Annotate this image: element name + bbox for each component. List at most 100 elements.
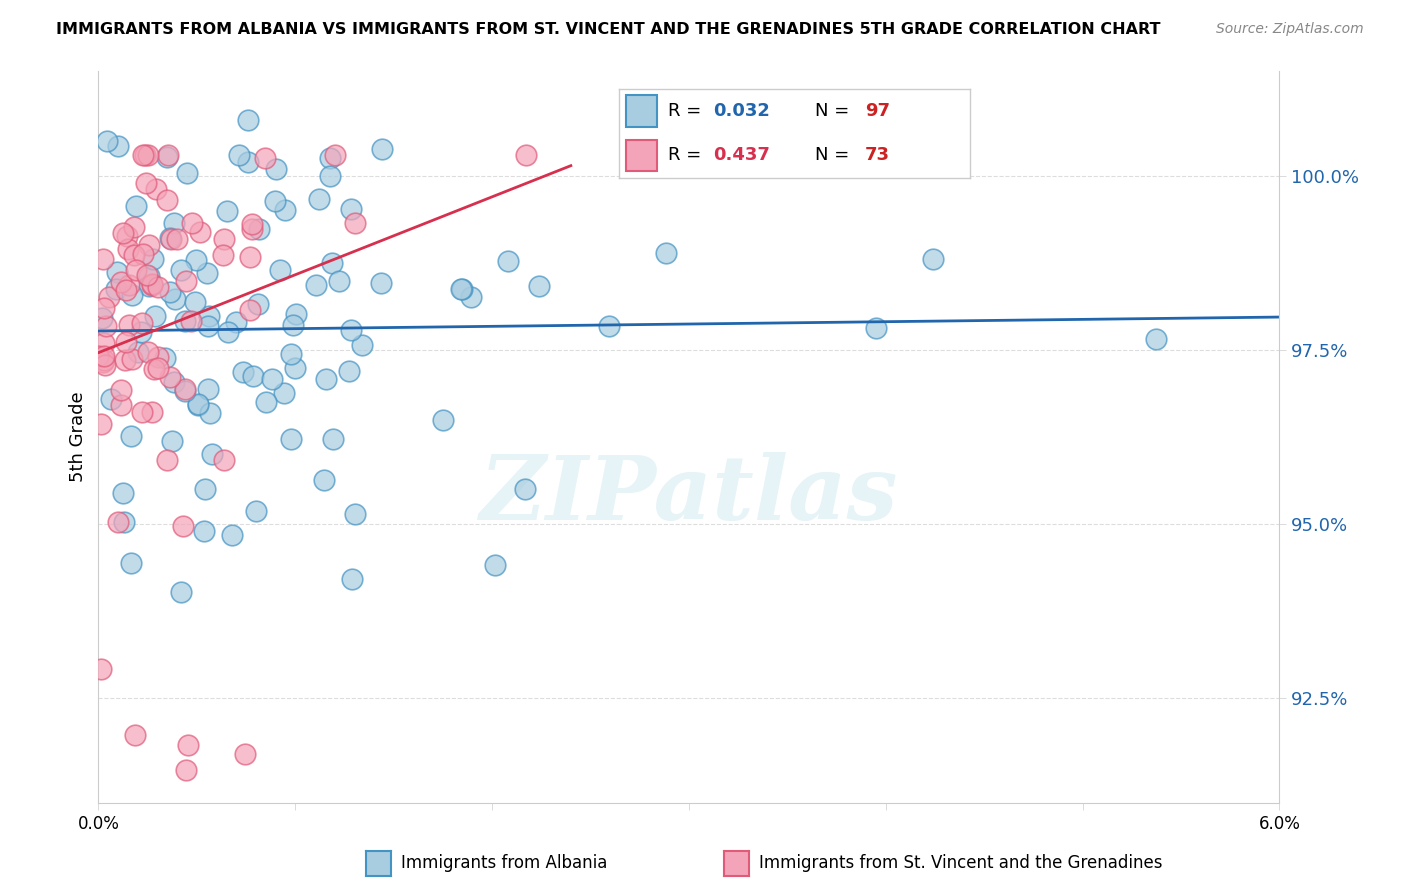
Point xyxy=(110,383,132,397)
Point xyxy=(96,134,118,148)
Point xyxy=(285,307,308,321)
Point xyxy=(107,139,129,153)
Point xyxy=(118,318,141,333)
Point xyxy=(111,486,134,500)
Point xyxy=(460,290,482,304)
Text: 73: 73 xyxy=(865,146,890,164)
Point xyxy=(121,352,143,367)
Text: Immigrants from Albania: Immigrants from Albania xyxy=(401,855,607,872)
Point xyxy=(264,194,287,209)
Point xyxy=(100,392,122,407)
Point xyxy=(93,252,115,266)
Point xyxy=(195,266,218,280)
Point xyxy=(159,285,181,299)
Y-axis label: 5th Grade: 5th Grade xyxy=(69,392,87,483)
Point xyxy=(200,406,222,420)
Point xyxy=(370,276,392,290)
Point xyxy=(122,219,145,234)
Point xyxy=(153,351,176,365)
Point xyxy=(484,558,506,572)
Point xyxy=(91,355,114,369)
Point xyxy=(328,274,350,288)
Point xyxy=(135,268,157,282)
Text: R =: R = xyxy=(668,146,707,164)
Point xyxy=(141,278,163,293)
Point xyxy=(117,242,139,256)
Point xyxy=(142,252,165,267)
Point xyxy=(211,248,233,262)
Point xyxy=(240,217,263,231)
Point xyxy=(337,364,360,378)
Point xyxy=(217,203,239,218)
Point xyxy=(145,182,167,196)
Point xyxy=(112,516,135,530)
Point xyxy=(138,279,160,293)
Point xyxy=(121,288,143,302)
Point xyxy=(159,231,181,245)
Point xyxy=(176,166,198,180)
Point xyxy=(221,527,243,541)
Point xyxy=(90,662,112,676)
Point xyxy=(141,277,163,291)
Text: IMMIGRANTS FROM ALBANIA VS IMMIGRANTS FROM ST. VINCENT AND THE GRENADINES 5TH GR: IMMIGRANTS FROM ALBANIA VS IMMIGRANTS FR… xyxy=(56,22,1161,37)
Point xyxy=(450,282,472,296)
Point xyxy=(239,251,262,265)
Point xyxy=(93,301,115,315)
Point xyxy=(198,309,221,323)
Point xyxy=(87,349,110,363)
Point xyxy=(115,335,138,350)
Point xyxy=(217,326,239,340)
Point xyxy=(98,289,121,303)
Point xyxy=(340,323,363,337)
Point xyxy=(165,292,187,306)
Point xyxy=(184,294,207,309)
Text: 0.032: 0.032 xyxy=(713,102,770,120)
Point xyxy=(343,216,366,230)
Point xyxy=(264,161,287,176)
Point xyxy=(233,747,256,761)
Point xyxy=(125,262,148,277)
Point xyxy=(104,282,127,296)
Point xyxy=(170,263,193,277)
Bar xyxy=(626,140,657,171)
Point xyxy=(110,275,132,289)
Point xyxy=(170,584,193,599)
Point xyxy=(115,283,138,297)
Point xyxy=(136,148,159,162)
Point xyxy=(1144,332,1167,346)
Point xyxy=(90,417,112,431)
Point xyxy=(197,318,219,333)
Point xyxy=(122,248,145,262)
Point xyxy=(94,318,117,333)
Point xyxy=(131,404,153,418)
Point xyxy=(187,398,209,412)
Point xyxy=(157,148,180,162)
Text: N =: N = xyxy=(815,146,855,164)
Point xyxy=(280,346,302,360)
Point xyxy=(120,556,142,570)
Point xyxy=(166,232,188,246)
Point xyxy=(174,314,197,328)
Point xyxy=(117,278,139,293)
Point xyxy=(305,278,328,293)
Point xyxy=(93,350,115,364)
Point xyxy=(239,303,262,318)
Point xyxy=(319,169,342,184)
Point xyxy=(655,246,678,260)
Text: R =: R = xyxy=(668,102,707,120)
Point xyxy=(181,216,204,230)
Point xyxy=(236,155,259,169)
Point xyxy=(340,573,363,587)
Point xyxy=(352,338,374,352)
Point xyxy=(260,372,283,386)
Point xyxy=(131,317,153,331)
Point xyxy=(162,216,184,230)
Point xyxy=(131,148,153,162)
Text: 97: 97 xyxy=(865,102,890,120)
Point xyxy=(236,113,259,128)
Point xyxy=(323,148,346,162)
Point xyxy=(125,199,148,213)
Point xyxy=(371,142,394,156)
Point xyxy=(148,361,170,376)
Point xyxy=(115,229,138,244)
